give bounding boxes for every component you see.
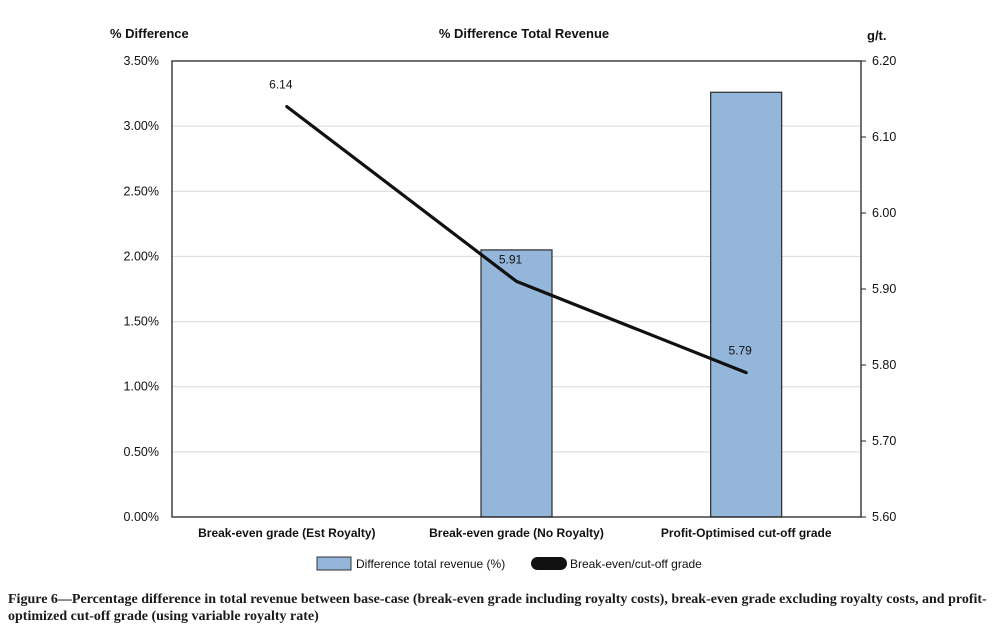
legend-bar-label: Difference total revenue (%) (356, 557, 505, 571)
legend: Difference total revenue (%) Break-even/… (316, 556, 702, 571)
right-axis-title: g/t. (867, 28, 887, 43)
category-label: Profit-Optimised cut-off grade (661, 526, 832, 540)
category-label: Break-even grade (Est Royalty) (198, 526, 375, 540)
left-tick-label: 0.00% (124, 510, 159, 524)
category-label: Break-even grade (No Royalty) (429, 526, 604, 540)
bars (480, 91, 783, 518)
line-data-label: 5.79 (728, 344, 752, 358)
right-tick-label: 5.70 (872, 434, 896, 448)
right-tick-label: 5.60 (872, 510, 896, 524)
category-labels: Break-even grade (Est Royalty) Break-even… (198, 526, 832, 540)
left-tick-label: 1.50% (124, 315, 159, 329)
left-tick-label: 2.50% (124, 184, 159, 198)
left-axis-title: % Difference (110, 26, 189, 41)
legend-line-swatch (531, 557, 567, 570)
figure-caption: Figure 6—Percentage difference in total … (8, 592, 987, 624)
left-tick-label: 1.00% (124, 380, 159, 394)
left-tick-label: 2.00% (124, 249, 159, 263)
grade-series-line (285, 104, 748, 375)
legend-line-label: Break-even/cut-off grade (570, 557, 702, 571)
line-data-labels: 6.14 5.91 5.79 (269, 78, 752, 358)
chart: 0.00% 0.50% 1.00% 1.50% 2.00% 2.50% 3.00% 3.50%… (110, 26, 896, 571)
left-axis-ticks: 0.00% 0.50% 1.00% 1.50% 2.00% 2.50% 3.00% 3.50% (124, 54, 159, 524)
right-tick-label: 5.90 (872, 282, 896, 296)
right-axis-ticks: 5.60 5.70 5.80 5.90 6.00 6.10 6.20 (861, 54, 896, 524)
left-tick-label: 3.00% (124, 119, 159, 133)
chart-title: % Difference Total Revenue (439, 26, 609, 41)
line-data-label: 5.91 (499, 252, 523, 266)
left-tick-label: 3.50% (124, 54, 159, 68)
right-tick-label: 6.10 (872, 130, 896, 144)
line-data-label: 6.14 (269, 78, 293, 92)
legend-bar-swatch (316, 556, 352, 571)
left-tick-label: 0.50% (124, 445, 159, 459)
grade-line (285, 104, 748, 375)
right-tick-label: 6.00 (872, 206, 896, 220)
right-tick-label: 5.80 (872, 358, 896, 372)
bar (710, 91, 783, 518)
right-tick-label: 6.20 (872, 54, 896, 68)
